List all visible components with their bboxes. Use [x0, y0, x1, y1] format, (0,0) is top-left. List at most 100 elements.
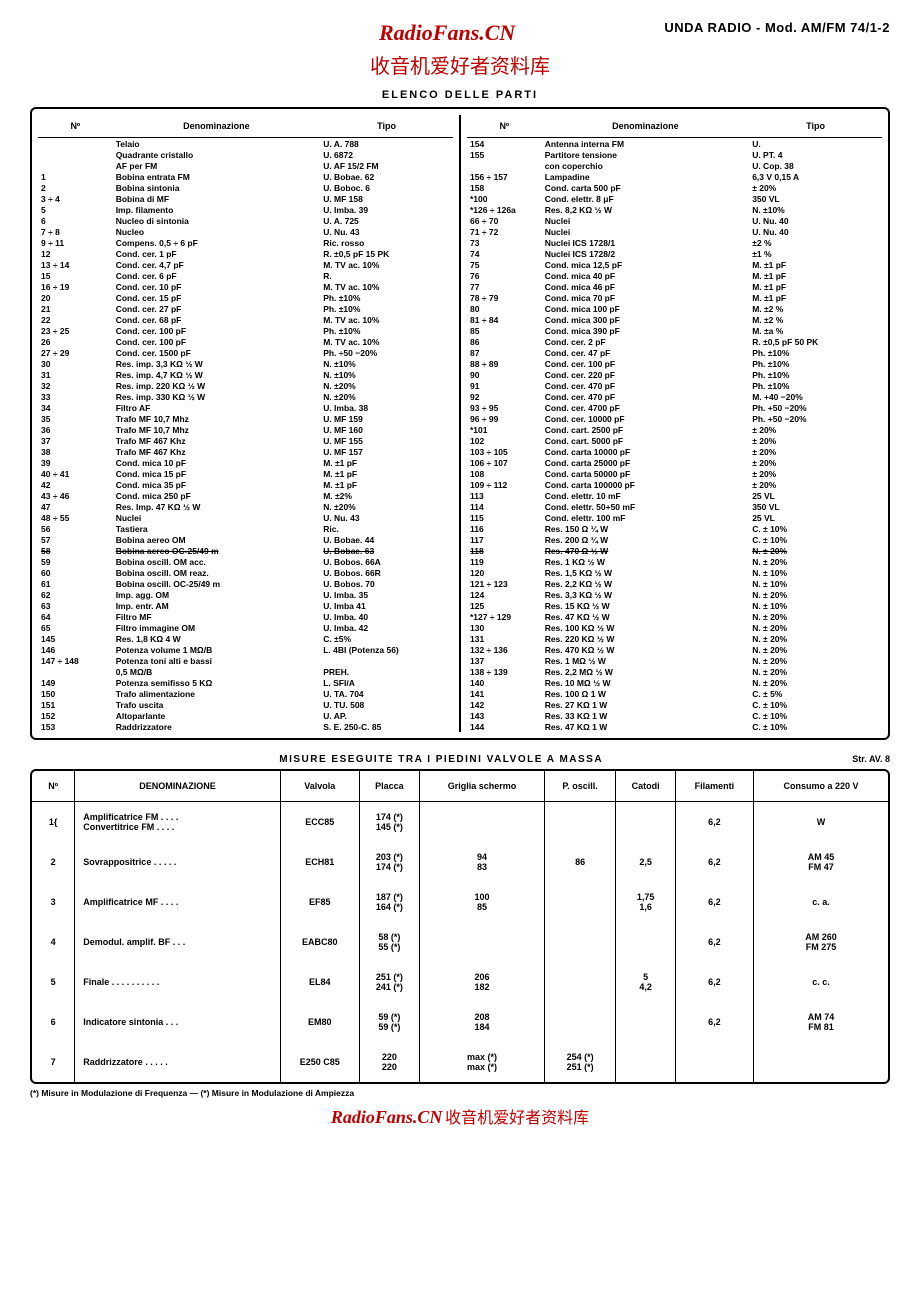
table-row: 60Bobina oscill. OM reaz.U. Bobos. 66R: [38, 567, 453, 578]
table-row: *101Cond. cart. 2500 pF± 20%: [467, 424, 882, 435]
table-row: 149Potenza semifisso 5 KΩL. SFI/A: [38, 677, 453, 688]
table-row: 92Cond. cer. 470 pFM. +40 −20%: [467, 391, 882, 402]
table-row: 147 ÷ 148Potenza toni alti e bassi: [38, 655, 453, 666]
table-row: 27 ÷ 29Cond. cer. 1500 pFPh. ÷50 −20%: [38, 347, 453, 358]
table-row: 58Bobina aereo OC-25/49 mU. Bobae. 63: [38, 545, 453, 556]
parts-table-container: Nº Denominazione Tipo TelaioU. A. 788Qua…: [30, 107, 890, 740]
subtitle-cn: 收音机爱好者资料库: [30, 50, 890, 79]
table-row: 37Trafo MF 467 KhzU. MF 155: [38, 435, 453, 446]
table-row: 20Cond. cer. 15 pFPh. ±10%: [38, 292, 453, 303]
table-row: 30Res. imp. 3,3 KΩ ½ WN. ±10%: [38, 358, 453, 369]
footer-cn: 收音机爱好者资料库: [445, 1110, 589, 1127]
table-row: 154Antenna interna FMU.: [467, 138, 882, 150]
table-row: 115Cond. elettr. 100 mF25 VL: [467, 512, 882, 523]
table-row: 118Res. 470 Ω ½ WN. ± 20%: [467, 545, 882, 556]
brand-title: RadioFans.CN: [230, 20, 664, 46]
table-row: 106 ÷ 107Cond. carta 25000 pF± 20%: [467, 457, 882, 468]
measure-table-container: NºDENOMINAZIONEValvolaPlaccaGriglia sche…: [30, 769, 890, 1084]
table-row: 156 ÷ 157Lampadine6,3 V 0,15 A: [467, 171, 882, 182]
table-row: 143Res. 33 KΩ 1 WC. ± 10%: [467, 710, 882, 721]
table-row: 36Trafo MF 10,7 MhzU. MF 160: [38, 424, 453, 435]
table-row: 1Bobina entrata FMU. Bobae. 62: [38, 171, 453, 182]
table-row: 43 ÷ 46Cond. mica 250 pFM. ±2%: [38, 490, 453, 501]
col-header: DENOMINAZIONE: [75, 771, 280, 802]
parts-table-right: Nº Denominazione Tipo 154Antenna interna…: [467, 115, 882, 732]
table-row: 15Cond. cer. 6 pFR.: [38, 270, 453, 281]
table-row: 153RaddrizzatoreS. E. 250-C. 85: [38, 721, 453, 732]
table-row: 13 ÷ 14Cond. cer. 4,7 pFM. TV ac. 10%: [38, 259, 453, 270]
table-row: 42Cond. mica 35 pFM. ±1 pF: [38, 479, 453, 490]
table-row: 116Res. 150 Ω ¼ WC. ± 10%: [467, 523, 882, 534]
table-row: 76Cond. mica 40 pFM. ±1 pF: [467, 270, 882, 281]
parts-title: ELENCO DELLE PARTI: [30, 89, 890, 101]
table-row: 66 ÷ 70NucleiU. Nu. 40: [467, 215, 882, 226]
str-note: Str. AV. 8: [852, 754, 890, 765]
table-row: 2Sovrappositrice . . . . .ECH81203 (*)17…: [32, 842, 888, 882]
table-row: 73Nuclei ICS 1728/1±2 %: [467, 237, 882, 248]
table-row: 86Cond. cer. 2 pFR. ±0,5 pF 50 PK: [467, 336, 882, 347]
col-header: Valvola: [280, 771, 359, 802]
table-row: 121 ÷ 123Res. 2,2 KΩ ½ WN. ± 10%: [467, 578, 882, 589]
table-row: 152AltoparlanteU. AP.: [38, 710, 453, 721]
table-row: 1{Amplificatrice FM . . . .Convertitrice…: [32, 802, 888, 843]
col-header: Nº: [32, 771, 75, 802]
table-row: 22Cond. cer. 68 pFM. TV ac. 10%: [38, 314, 453, 325]
table-row: con coperchioU. Cop. 38: [467, 160, 882, 171]
table-row: 87Cond. cer. 47 pFPh. ±10%: [467, 347, 882, 358]
table-row: 62Imp. agg. OMU. Imba. 35: [38, 589, 453, 600]
table-row: *100Cond. elettr. 8 μF350 VL: [467, 193, 882, 204]
col-header: Filamenti: [675, 771, 753, 802]
table-row: 39Cond. mica 10 pFM. ±1 pF: [38, 457, 453, 468]
table-row: 61Bobina oscill. OC-25/49 mU. Bobos. 70: [38, 578, 453, 589]
table-row: 131Res. 220 KΩ ½ WN. ± 20%: [467, 633, 882, 644]
table-row: 65Filtro immagine OMU. Imba. 42: [38, 622, 453, 633]
table-row: 109 ÷ 112Cond. carta 100000 pF± 20%: [467, 479, 882, 490]
col-t: Tipo: [749, 115, 882, 138]
table-row: 80Cond. mica 100 pFM. ±2 %: [467, 303, 882, 314]
table-row: 74Nuclei ICS 1728/2±1 %: [467, 248, 882, 259]
table-row: 34Filtro AFU. Imba. 38: [38, 402, 453, 413]
table-row: 119Res. 1 KΩ ½ WN. ± 20%: [467, 556, 882, 567]
table-row: 138 ÷ 139Res. 2,2 MΩ ½ WN. ± 20%: [467, 666, 882, 677]
table-row: 124Res. 3,3 KΩ ½ WN. ± 20%: [467, 589, 882, 600]
table-row: 78 ÷ 79Cond. mica 70 pFM. ±1 pF: [467, 292, 882, 303]
table-row: 117Res. 200 Ω ¼ WC. ± 10%: [467, 534, 882, 545]
table-row: 6Nucleo di sintoniaU. A. 725: [38, 215, 453, 226]
table-row: 21Cond. cer. 27 pFPh. ±10%: [38, 303, 453, 314]
table-row: 113Cond. elettr. 10 mF25 VL: [467, 490, 882, 501]
col-d: Denominazione: [113, 115, 321, 138]
table-row: 3Amplificatrice MF . . . .EF85187 (*)164…: [32, 882, 888, 922]
table-row: 12Cond. cer. 1 pFR. ±0,5 pF 15 PK: [38, 248, 453, 259]
table-row: 33Res. imp. 330 KΩ ½ WN. ±20%: [38, 391, 453, 402]
table-row: 85Cond. mica 390 pFM. ±a %: [467, 325, 882, 336]
col-header: P. oscill.: [544, 771, 615, 802]
table-row: 4Demodul. amplif. BF . . .EABC8058 (*)55…: [32, 922, 888, 962]
table-row: 141Res. 100 Ω 1 WC. ± 5%: [467, 688, 882, 699]
table-row: 48 ÷ 55NucleiU. Nu. 43: [38, 512, 453, 523]
table-row: 35Trafo MF 10,7 MhzU. MF 159: [38, 413, 453, 424]
table-row: 144Res. 47 KΩ 1 WC. ± 10%: [467, 721, 882, 732]
table-row: 3 ÷ 4Bobina di MFU. MF 158: [38, 193, 453, 204]
table-row: 56TastieraRic.: [38, 523, 453, 534]
table-row: 57Bobina aereo OMU. Bobae. 44: [38, 534, 453, 545]
col-t: Tipo: [320, 115, 453, 138]
table-row: 31Res. imp. 4,7 KΩ ½ WN. ±10%: [38, 369, 453, 380]
parts-table-left: Nº Denominazione Tipo TelaioU. A. 788Qua…: [38, 115, 453, 732]
table-row: 9 ÷ 11Compens. 0,5 ÷ 6 pFRic. rosso: [38, 237, 453, 248]
table-row: 90Cond. cer. 220 pFPh. ±10%: [467, 369, 882, 380]
table-row: 96 ÷ 99Cond. cer. 10000 pFPh. +50 −20%: [467, 413, 882, 424]
table-row: 132 ÷ 136Res. 470 KΩ ½ WN. ± 20%: [467, 644, 882, 655]
table-row: 142Res. 27 KΩ 1 WC. ± 10%: [467, 699, 882, 710]
table-row: 7 ÷ 8NucleoU. Nu. 43: [38, 226, 453, 237]
table-row: 71 ÷ 72NucleiU. Nu. 40: [467, 226, 882, 237]
table-row: 81 ÷ 84Cond. mica 300 pFM. ±2 %: [467, 314, 882, 325]
footer: RadioFans.CN 收音机爱好者资料库: [30, 1104, 890, 1128]
table-row: 146Potenza volume 1 MΩ/BL. 4BI (Potenza …: [38, 644, 453, 655]
table-row: 26Cond. cer. 100 pFM. TV ac. 10%: [38, 336, 453, 347]
table-row: 77Cond. mica 46 pFM. ±1 pF: [467, 281, 882, 292]
table-row: 23 ÷ 25Cond. cer. 100 pFPh. ±10%: [38, 325, 453, 336]
table-row: 75Cond. mica 12,5 pFM. ±1 pF: [467, 259, 882, 270]
table-row: 140Res. 10 MΩ ½ WN. ± 20%: [467, 677, 882, 688]
table-row: 125Res. 15 KΩ ½ WN. ± 10%: [467, 600, 882, 611]
table-row: 88 ÷ 89Cond. cer. 100 pFPh. ±10%: [467, 358, 882, 369]
